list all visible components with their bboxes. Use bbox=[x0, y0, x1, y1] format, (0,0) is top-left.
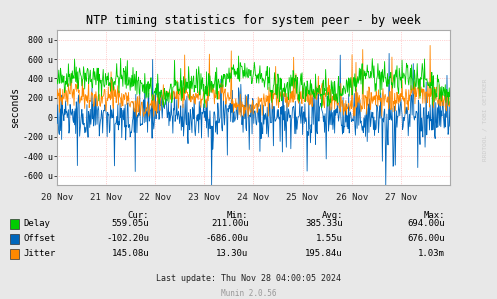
Text: 21 Nov: 21 Nov bbox=[90, 193, 122, 202]
Text: 1.03m: 1.03m bbox=[418, 249, 445, 258]
Text: 24 Nov: 24 Nov bbox=[238, 193, 269, 202]
Text: Munin 2.0.56: Munin 2.0.56 bbox=[221, 289, 276, 298]
Text: -686.00u: -686.00u bbox=[205, 234, 248, 243]
Y-axis label: seconds: seconds bbox=[10, 87, 20, 128]
Text: 385.33u: 385.33u bbox=[305, 219, 343, 228]
Text: 145.08u: 145.08u bbox=[111, 249, 149, 258]
Text: 26 Nov: 26 Nov bbox=[335, 193, 368, 202]
Text: Jitter: Jitter bbox=[24, 249, 56, 258]
Text: 694.00u: 694.00u bbox=[407, 219, 445, 228]
Text: 20 Nov: 20 Nov bbox=[41, 193, 73, 202]
Text: 195.84u: 195.84u bbox=[305, 249, 343, 258]
Text: 676.00u: 676.00u bbox=[407, 234, 445, 243]
Text: 211.00u: 211.00u bbox=[211, 219, 248, 228]
Text: Min:: Min: bbox=[227, 211, 248, 220]
Text: 13.30u: 13.30u bbox=[216, 249, 248, 258]
Text: 25 Nov: 25 Nov bbox=[286, 193, 319, 202]
Text: Delay: Delay bbox=[24, 219, 51, 228]
Text: 27 Nov: 27 Nov bbox=[385, 193, 417, 202]
Text: Offset: Offset bbox=[24, 234, 56, 243]
Text: 23 Nov: 23 Nov bbox=[188, 193, 221, 202]
Text: Avg:: Avg: bbox=[322, 211, 343, 220]
Title: NTP timing statistics for system peer - by week: NTP timing statistics for system peer - … bbox=[86, 14, 421, 27]
Text: -102.20u: -102.20u bbox=[106, 234, 149, 243]
Text: 1.55u: 1.55u bbox=[316, 234, 343, 243]
Text: Last update: Thu Nov 28 04:00:05 2024: Last update: Thu Nov 28 04:00:05 2024 bbox=[156, 274, 341, 283]
Text: Max:: Max: bbox=[423, 211, 445, 220]
Text: Cur:: Cur: bbox=[128, 211, 149, 220]
Text: 22 Nov: 22 Nov bbox=[139, 193, 171, 202]
Text: RRDTOOL / TOBI OETIKER: RRDTOOL / TOBI OETIKER bbox=[482, 78, 487, 161]
Text: 559.05u: 559.05u bbox=[111, 219, 149, 228]
